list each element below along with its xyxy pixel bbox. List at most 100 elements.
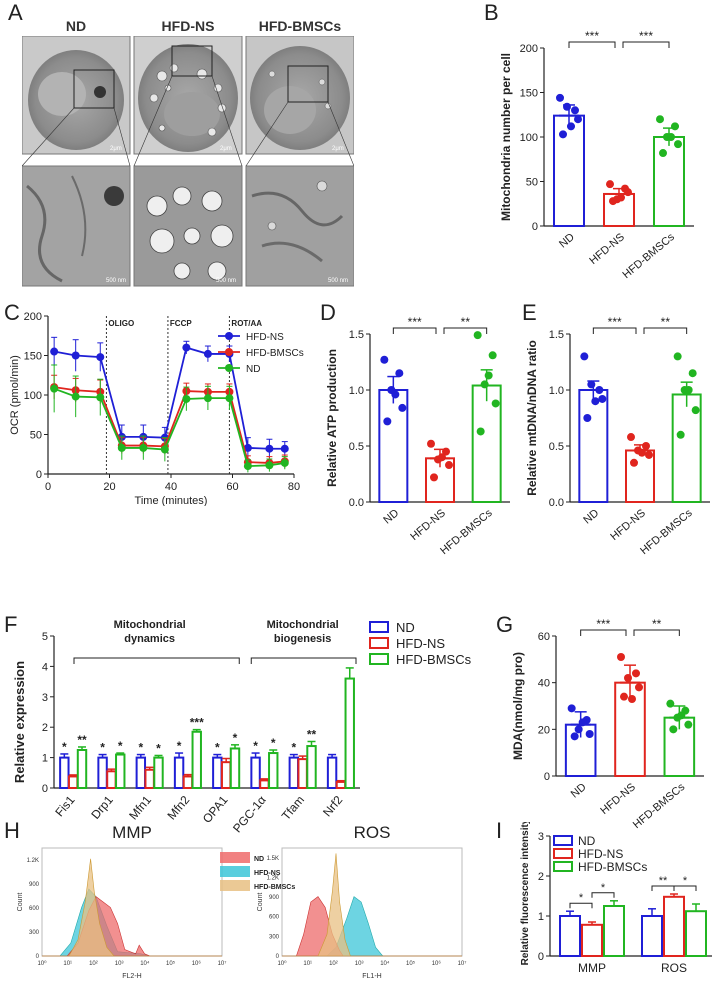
histogram-title: ROS <box>354 823 391 842</box>
micrograph-title-bmsc: HFD-BMSCs <box>258 18 342 34</box>
significance-label: *** <box>596 617 610 631</box>
bar <box>553 114 585 227</box>
data-point <box>677 711 686 720</box>
data-point <box>445 461 453 470</box>
significance-label: * <box>118 739 123 753</box>
bar <box>144 768 155 789</box>
panel-label-e: E <box>522 300 537 325</box>
data-point <box>676 430 685 439</box>
zoom-guides <box>22 75 354 167</box>
significance-bracket <box>633 629 680 636</box>
bar <box>153 756 164 790</box>
data-point <box>642 442 650 450</box>
significance-bracket <box>568 41 616 48</box>
bar <box>220 761 232 790</box>
data-point <box>96 393 105 402</box>
y-tick-label: 100 <box>24 390 42 402</box>
chart-h-flow: MMP 0 300 600 900 1.2K 10⁰ 10¹ 10² 10³ 10⁴ 10⁵ 10⁶ 10… <box>17 823 466 980</box>
histogram-curve <box>282 853 462 957</box>
data-point <box>583 414 592 422</box>
chart-b-mito-number: 0 50 100 150 200 Mitochondria number per cell… <box>499 29 694 281</box>
significance-label: *** <box>639 29 653 43</box>
y-tick-label: 0.0 <box>349 497 364 509</box>
data-point <box>265 444 274 453</box>
group-bracket <box>73 657 240 664</box>
data-point <box>398 403 407 412</box>
plot-frame <box>41 847 223 957</box>
legend-label: HFD-BMSCs <box>254 884 295 891</box>
y-tick-label: 200 <box>520 43 538 55</box>
data-point <box>656 115 664 124</box>
bar <box>326 756 338 790</box>
legend-swatch <box>369 637 389 649</box>
significance-bracket <box>592 327 637 334</box>
bar <box>191 730 202 790</box>
injection-label: OLIGO <box>108 319 134 328</box>
data-point <box>598 394 607 403</box>
y-tick-label: 1.2K <box>267 875 279 881</box>
data-point <box>624 188 632 197</box>
data-point <box>645 450 653 459</box>
significance-label: * <box>271 736 276 750</box>
data-point <box>488 351 497 360</box>
significance-label: * <box>233 731 238 745</box>
bar <box>603 905 625 957</box>
micrograph-hfdns-low: 2μm <box>133 36 243 155</box>
data-point <box>50 347 59 356</box>
scale-bar-label: 2μm <box>332 146 344 152</box>
x-tick-label: 20 <box>103 481 115 493</box>
x-tick-label: Fis1 <box>52 793 78 820</box>
data-point <box>635 683 643 692</box>
bar <box>653 136 685 227</box>
x-tick-label: 60 <box>226 481 238 493</box>
x-tick-label: 10⁰ <box>37 960 47 967</box>
scale-bar-label: 500 nm <box>216 278 236 284</box>
data-point <box>442 447 450 456</box>
x-tick-label: 10³ <box>115 961 124 967</box>
legend-swatch <box>553 861 573 872</box>
group-label: Mitochondrial <box>267 619 339 631</box>
significance-bracket <box>591 892 615 898</box>
data-point <box>684 720 693 729</box>
y-tick-label: 3 <box>538 831 544 843</box>
significance-label: ** <box>659 875 668 887</box>
y-axis-label: OCR (pmol/min) <box>9 355 21 434</box>
x-tick-label: ROS <box>661 961 687 975</box>
y-tick-label: 1.5K <box>267 856 279 862</box>
bar <box>288 756 300 790</box>
data-point <box>203 394 212 403</box>
x-tick-label: ND <box>557 231 577 250</box>
bar <box>106 770 117 789</box>
data-point <box>160 445 169 454</box>
panel-label-b: B <box>484 0 499 25</box>
micrograph-nd-low: 2μm <box>22 36 131 155</box>
micrograph-grid: ND HFD-NS HFD-BMSCs 2μm <box>22 18 354 287</box>
significance-label: * <box>100 741 105 755</box>
data-point <box>117 443 126 452</box>
scale-bar-label: 2μm <box>220 146 232 152</box>
y-tick-label: 0.5 <box>349 441 364 453</box>
legend-label: ND <box>578 834 596 848</box>
x-tick-label: 10⁴ <box>140 960 150 967</box>
y-tick-label: 0.5 <box>549 441 564 453</box>
y-axis-label: Relative expression <box>12 661 27 783</box>
bar <box>268 752 279 789</box>
micrograph-hfdns-high: 500 nm <box>133 165 243 287</box>
data-point <box>673 352 682 361</box>
bar <box>581 923 603 958</box>
legend-label: HFD-BMSCs <box>396 652 472 667</box>
chart-c-ocr: 0 50 100 150 200 0 20 40 60 80 Time (minutes) OCR (… <box>9 311 304 506</box>
y-tick-label: 40 <box>538 678 550 690</box>
data-point <box>617 653 625 661</box>
panel-label-h: H <box>4 818 20 843</box>
data-point <box>688 369 697 378</box>
group-bracket <box>250 657 357 664</box>
data-point <box>691 406 700 415</box>
significance-label: * <box>138 741 143 755</box>
x-tick-label: Nrf2 <box>320 793 346 820</box>
bar <box>663 895 685 958</box>
y-tick-label: 200 <box>24 311 42 323</box>
y-tick-label: 5 <box>42 631 48 643</box>
x-tick-label: 40 <box>165 481 177 493</box>
